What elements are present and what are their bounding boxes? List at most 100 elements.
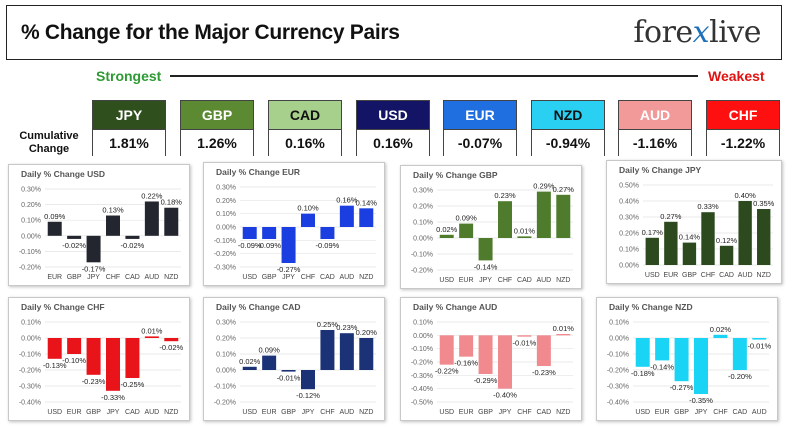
data-label: -0.40% (493, 391, 517, 400)
bar (459, 223, 474, 238)
bar (682, 242, 697, 265)
data-label: 0.01% (141, 326, 163, 335)
bar (262, 355, 277, 370)
bar (655, 338, 670, 361)
y-tick-label: -0.30% (607, 384, 629, 391)
y-tick-label: -0.40% (607, 400, 629, 407)
bar (459, 335, 474, 357)
bar (359, 338, 374, 370)
bar (86, 338, 101, 375)
data-label: -0.20% (728, 372, 752, 381)
currency-box-gbp: GBP 1.26% (180, 100, 254, 156)
data-label: -0.29% (474, 376, 498, 385)
bar (757, 209, 771, 265)
x-tick-label: EUR (655, 409, 670, 416)
x-tick-label: CAD (517, 277, 532, 284)
x-tick-label: GBP (67, 274, 82, 281)
data-label: -0.09% (238, 241, 262, 250)
data-label: -0.14% (474, 262, 498, 271)
data-label: -0.17% (82, 264, 106, 273)
bar (262, 227, 277, 239)
bar (517, 236, 532, 238)
data-label: -0.22% (435, 367, 459, 376)
y-tick-label: 0.10% (619, 247, 639, 254)
x-tick-label: NZD (757, 272, 771, 279)
data-label: 0.09% (259, 346, 281, 355)
data-label: -0.09% (316, 241, 340, 250)
x-tick-label: EUR (47, 274, 62, 281)
chart-title: Daily % Change CAD (216, 302, 301, 312)
currency-box-jpy: JPY 1.81% (92, 100, 166, 156)
x-tick-label: USD (439, 277, 454, 284)
x-tick-label: AUD (339, 409, 354, 416)
currency-name: AUD (619, 101, 691, 129)
x-tick-label: AUD (144, 274, 159, 281)
x-tick-label: AUD (752, 409, 767, 416)
bar (164, 338, 179, 342)
bar (719, 245, 734, 265)
data-label: -0.02% (159, 343, 183, 352)
chart-title: Daily % Change NZD (609, 302, 693, 312)
currency-box-chf: CHF -1.22% (706, 100, 780, 156)
bar-chart: Daily % Change JPY0.50%0.40%0.30%0.20%0.… (619, 165, 775, 279)
x-tick-label: AUD (536, 277, 551, 284)
bar (732, 338, 747, 370)
bar (281, 227, 296, 263)
data-label: -0.01% (277, 374, 301, 383)
x-tick-label: JPY (479, 277, 492, 284)
x-tick-label: CHF (713, 409, 727, 416)
x-tick-label: JPY (499, 409, 512, 416)
bar (125, 338, 140, 378)
data-label: 0.16% (336, 196, 358, 205)
data-label: -0.35% (689, 396, 713, 405)
bar (301, 213, 315, 227)
bar (67, 235, 82, 239)
x-tick-label: CHF (106, 274, 120, 281)
y-tick-label: 0.30% (21, 187, 41, 194)
data-label: 0.01% (514, 226, 536, 235)
bar (320, 227, 335, 239)
y-tick-label: 0.10% (21, 218, 41, 225)
bar (125, 235, 140, 239)
y-tick-label: 0.00% (413, 333, 433, 340)
currency-box-eur: EUR -0.07% (443, 100, 517, 156)
y-tick-label: 0.00% (21, 233, 41, 240)
data-label: 0.23% (494, 191, 516, 200)
y-tick-label: 0.30% (619, 215, 639, 222)
data-label: 0.02% (436, 225, 458, 234)
currency-name: JPY (93, 101, 165, 129)
currency-name: GBP (181, 101, 253, 129)
chart-title: Daily % Change GBP (413, 170, 498, 180)
x-tick-label: USD (47, 409, 62, 416)
x-tick-label: GBP (281, 409, 296, 416)
bar (674, 338, 689, 382)
bar (106, 215, 120, 236)
bar (320, 330, 335, 370)
y-tick-label: 0.00% (216, 225, 236, 232)
bar (664, 221, 678, 265)
currency-name: CAD (269, 101, 341, 129)
currency-box-cad: CAD 0.16% (268, 100, 342, 156)
chart-panel-usd: Daily % Change USD 0.30% 0.20% 0.10% 0.00% -0… (8, 164, 190, 286)
data-label: -0.25% (121, 380, 145, 389)
data-label: 0.10% (297, 204, 319, 213)
header-banner: % Change for the Major Currency Pairs fo… (6, 5, 782, 60)
chart-panel-aud: Daily % Change AUD 0.10% 0.00% -0.10% -0.20%… (400, 297, 582, 421)
bar (701, 212, 715, 265)
y-tick-label: 0.10% (413, 220, 433, 227)
bar (556, 194, 571, 238)
x-tick-label: NZD (164, 409, 178, 416)
y-tick-label: 0.10% (413, 320, 433, 327)
x-tick-label: USD (439, 409, 454, 416)
bar-chart: Daily % Change CHF 0.10% 0.00% -0.10% -0.20%… (19, 302, 184, 416)
chart-title: Daily % Change CHF (21, 302, 105, 312)
chart-title: Daily % Change JPY (619, 165, 702, 175)
data-label: -0.16% (454, 359, 478, 368)
data-label: -0.02% (62, 241, 86, 250)
y-tick-label: -0.20% (214, 251, 236, 258)
data-label: -0.23% (532, 368, 556, 377)
x-tick-label: CAD (320, 274, 335, 281)
currency-name: USD (357, 101, 429, 129)
x-tick-label: JPY (282, 274, 295, 281)
